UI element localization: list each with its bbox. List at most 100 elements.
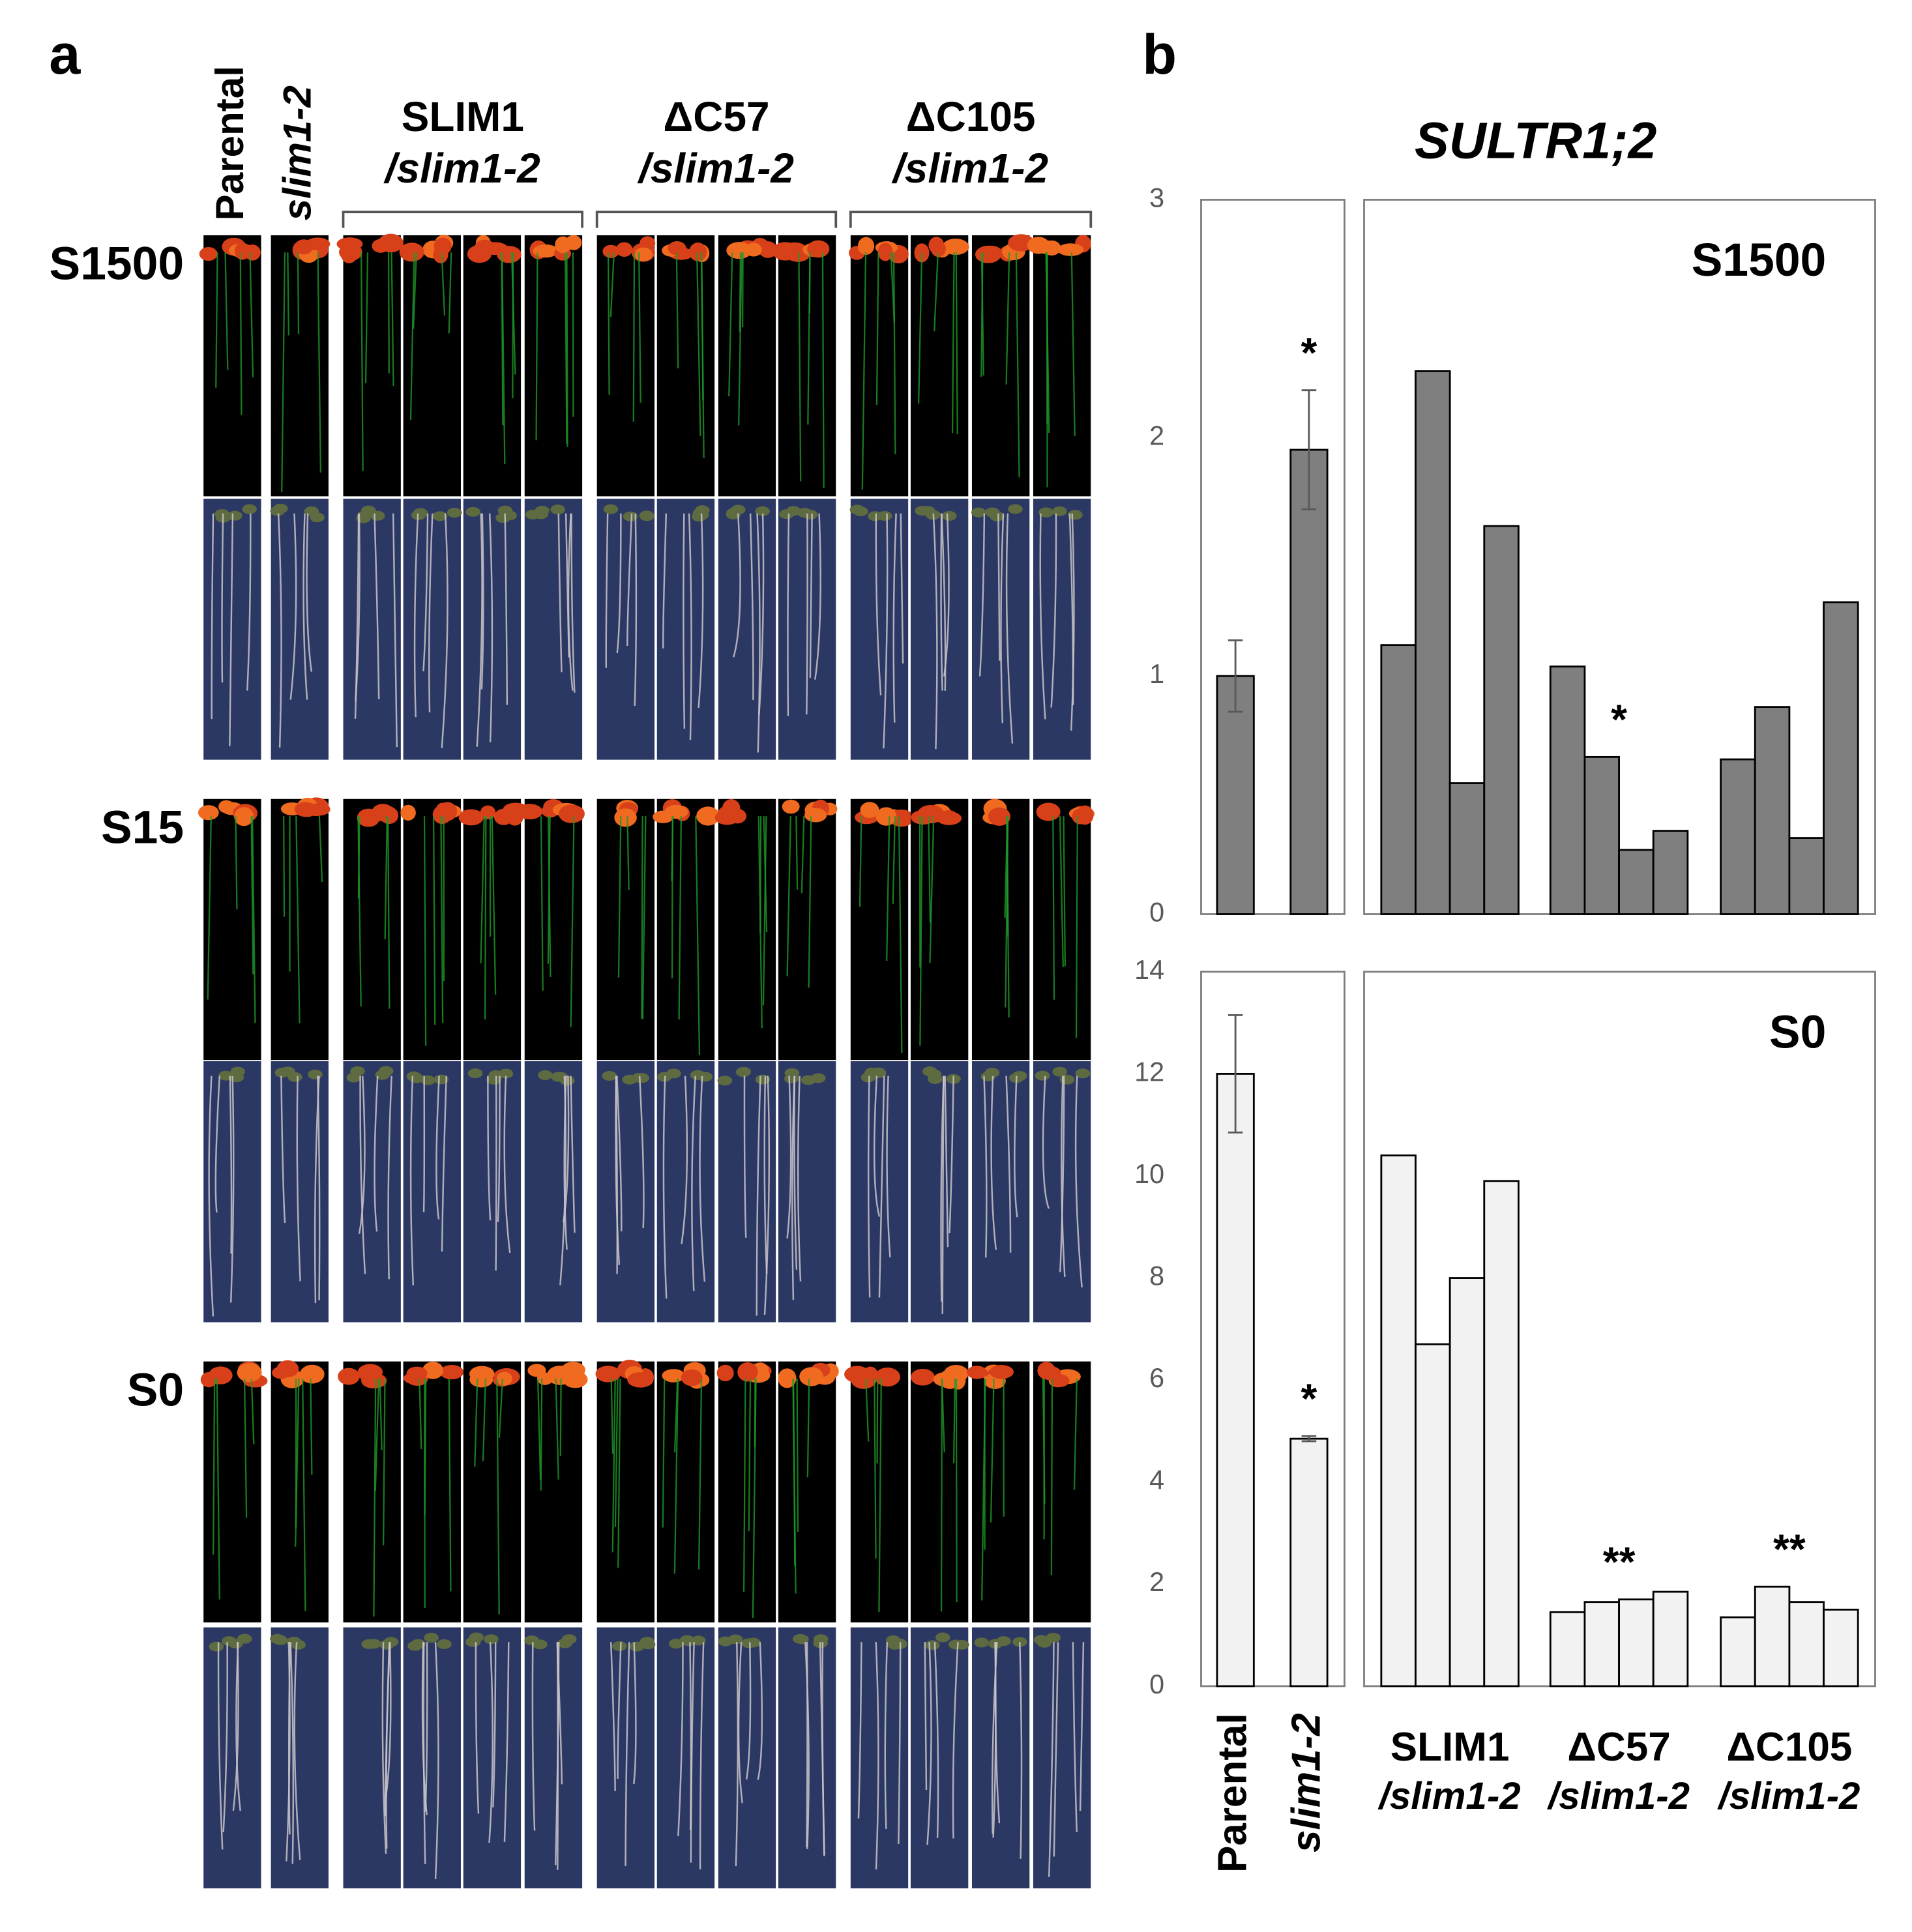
root bbox=[662, 1076, 668, 1299]
leaf bbox=[853, 506, 868, 517]
fluorescence-image bbox=[403, 798, 461, 1061]
fluorescence-image bbox=[403, 1361, 461, 1623]
root bbox=[605, 513, 609, 668]
root bbox=[435, 1076, 440, 1220]
root-gfp bbox=[875, 252, 879, 405]
root-gfp bbox=[696, 252, 701, 436]
root-gfp bbox=[540, 816, 544, 991]
x-label: slim1-2 bbox=[1284, 1713, 1329, 1852]
fluorescence-image bbox=[718, 1361, 776, 1623]
leaf bbox=[350, 1066, 365, 1076]
root bbox=[873, 1076, 881, 1217]
x-label: SLIM1 bbox=[1390, 1725, 1510, 1770]
leaf bbox=[681, 1636, 696, 1647]
root bbox=[763, 1076, 771, 1315]
root-gfp bbox=[250, 1378, 255, 1444]
root-gfp bbox=[484, 816, 487, 1019]
brightfield-image bbox=[596, 1061, 655, 1323]
brightfield-image bbox=[203, 1627, 261, 1889]
row-label: S1500 bbox=[50, 238, 184, 290]
root-gfp bbox=[496, 1378, 500, 1615]
root-gfp bbox=[1070, 252, 1076, 436]
root-gfp bbox=[821, 252, 825, 489]
leaf bbox=[361, 505, 376, 516]
leaf bbox=[222, 1636, 237, 1647]
fluorescence-image bbox=[971, 1361, 1030, 1623]
root bbox=[503, 1642, 510, 1842]
leaf bbox=[400, 804, 416, 821]
leaf bbox=[782, 799, 800, 814]
leaf bbox=[989, 1365, 1014, 1379]
root-gfp bbox=[390, 252, 394, 387]
leaf bbox=[299, 1364, 325, 1384]
leaf bbox=[623, 511, 638, 521]
leaf bbox=[272, 503, 288, 514]
leaf bbox=[413, 508, 428, 518]
leaf bbox=[550, 505, 565, 515]
brightfield-image bbox=[463, 1061, 522, 1323]
root-gfp bbox=[886, 816, 890, 961]
leaf bbox=[399, 242, 424, 262]
leaf bbox=[406, 1366, 428, 1381]
leaf bbox=[198, 805, 219, 821]
leaf bbox=[640, 236, 656, 251]
root bbox=[217, 1642, 224, 1850]
root-gfp bbox=[763, 816, 768, 933]
leaf bbox=[199, 246, 218, 261]
plot-frame bbox=[1200, 971, 1346, 1688]
bar bbox=[1549, 1611, 1586, 1688]
root bbox=[809, 513, 813, 678]
root bbox=[570, 513, 576, 693]
root-gfp bbox=[224, 252, 229, 370]
root bbox=[610, 1642, 616, 1791]
root bbox=[559, 1076, 566, 1285]
leaf bbox=[1050, 1374, 1070, 1388]
brightfield-image bbox=[343, 499, 401, 760]
x-label: /slim1-2 bbox=[1716, 1775, 1860, 1817]
leaf bbox=[810, 1073, 826, 1083]
panel-condition-label: S1500 bbox=[1692, 234, 1827, 286]
root-gfp bbox=[610, 252, 615, 317]
root-gfp bbox=[310, 1378, 313, 1475]
root bbox=[924, 1642, 928, 1791]
y-tick-label: 12 bbox=[1134, 1057, 1164, 1087]
root-gfp bbox=[940, 1378, 943, 1612]
leaf bbox=[1072, 808, 1089, 825]
leaf bbox=[1057, 243, 1084, 256]
row-label: S15 bbox=[101, 802, 184, 854]
root bbox=[495, 1076, 497, 1271]
root-gfp bbox=[1005, 252, 1010, 385]
fluorescence-image bbox=[343, 1361, 401, 1623]
leaf bbox=[551, 1072, 566, 1082]
root bbox=[392, 513, 398, 748]
leaf bbox=[689, 242, 707, 261]
leaf bbox=[857, 237, 875, 256]
leaf bbox=[926, 1069, 942, 1079]
brightfield-image bbox=[403, 1627, 461, 1889]
leaf bbox=[662, 1369, 686, 1383]
fluorescence-image bbox=[656, 235, 715, 497]
significance-mark: * bbox=[1611, 696, 1627, 743]
root bbox=[214, 1076, 221, 1213]
y-tick-label: 10 bbox=[1134, 1159, 1164, 1189]
bar bbox=[1415, 370, 1451, 915]
root-gfp bbox=[540, 1378, 543, 1491]
root-gfp bbox=[441, 252, 446, 316]
panel-label: b bbox=[1142, 23, 1177, 86]
root bbox=[941, 513, 947, 691]
bar bbox=[1618, 1598, 1655, 1688]
bar bbox=[1754, 706, 1791, 915]
leaf bbox=[793, 1633, 808, 1644]
bar bbox=[1823, 1609, 1859, 1688]
leaf bbox=[338, 1368, 360, 1385]
root-gfp bbox=[535, 252, 538, 441]
root bbox=[1005, 1076, 1012, 1253]
fluorescence-image bbox=[971, 235, 1030, 497]
leaf bbox=[1038, 507, 1053, 518]
leaf bbox=[629, 1641, 645, 1652]
leaf bbox=[692, 512, 707, 522]
leaf bbox=[496, 1371, 512, 1386]
leaf bbox=[772, 242, 799, 261]
root-gfp bbox=[440, 816, 444, 1023]
root bbox=[997, 513, 1001, 661]
